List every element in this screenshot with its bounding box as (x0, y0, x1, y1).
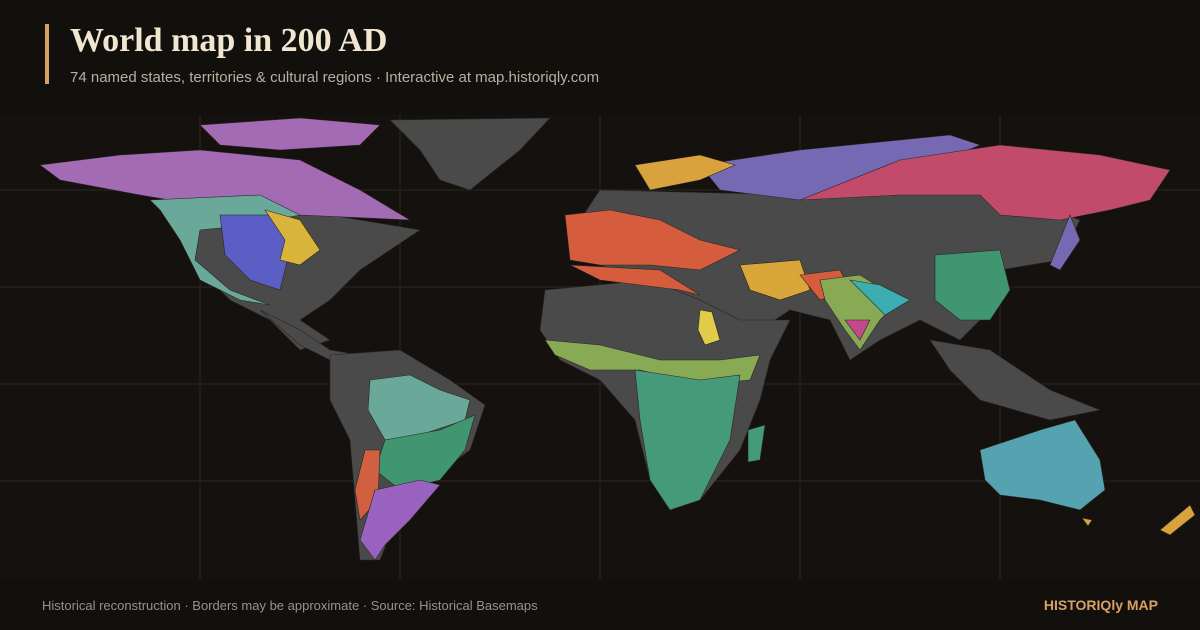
region (979, 419, 1106, 511)
region (844, 319, 871, 341)
world-map (0, 115, 1200, 580)
region (359, 479, 441, 561)
land (39, 117, 1196, 561)
region (747, 424, 766, 463)
region (634, 154, 736, 191)
region (389, 117, 551, 191)
title: World map in 200 AD (70, 22, 388, 59)
region (199, 117, 381, 151)
region (799, 144, 1171, 221)
region (39, 149, 411, 221)
footer-note: Historical reconstruction · Borders may … (42, 598, 538, 613)
region (1049, 214, 1081, 271)
region (569, 264, 701, 296)
region (739, 259, 811, 301)
region (934, 249, 1011, 321)
region (697, 309, 721, 346)
region (564, 209, 741, 271)
region (634, 369, 741, 511)
region (544, 339, 761, 386)
region (1081, 517, 1093, 527)
region (929, 339, 1102, 421)
region (1159, 504, 1196, 536)
region (849, 279, 911, 316)
region (264, 209, 321, 266)
subtitle: 74 named states, territories & cultural … (70, 69, 600, 86)
accent-bar (45, 24, 49, 84)
brand: HISTORIQly MAP (1043, 597, 1158, 613)
